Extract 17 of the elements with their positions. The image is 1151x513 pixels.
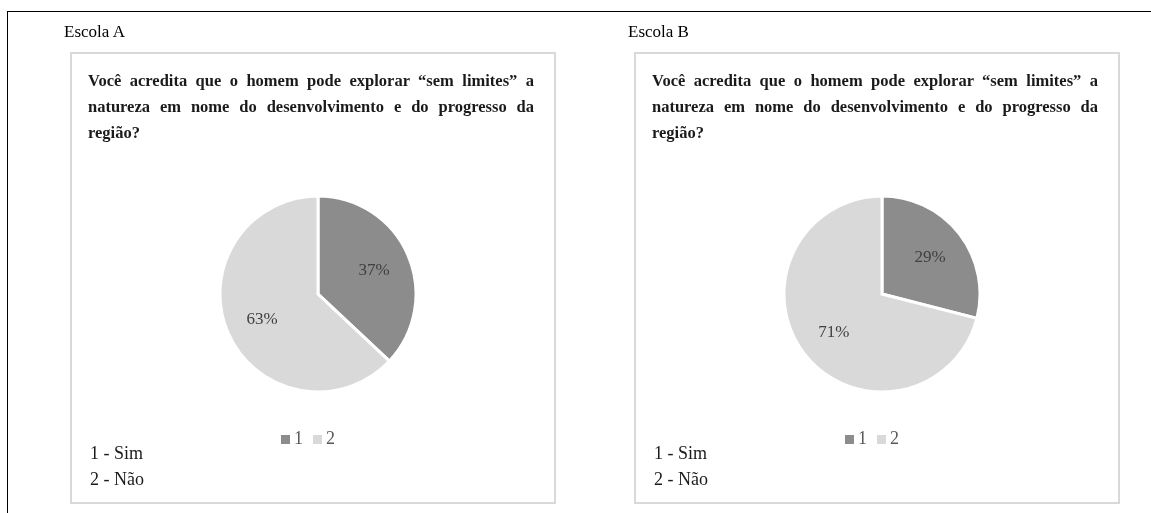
pie-slice bbox=[782, 194, 979, 394]
text: 2 - Não bbox=[654, 468, 708, 491]
data-label: 71% bbox=[818, 321, 850, 341]
chart-subtitle: Você acredita que o homem pode explorar “sem limites” a natureza em nome do desenvolvimento e do progresso da região? bbox=[652, 70, 1098, 144]
text: 1 - Sim bbox=[654, 442, 708, 465]
chart-title: Escola A bbox=[64, 22, 125, 42]
legend-label: 1 bbox=[294, 428, 303, 448]
data-label: 63% bbox=[246, 308, 278, 328]
data-label: 37% bbox=[358, 260, 390, 280]
chart-title: Escola B bbox=[628, 22, 689, 42]
text: 2 - Não bbox=[90, 468, 144, 491]
text: 1 - Sim bbox=[90, 442, 144, 465]
legend-label: 2 bbox=[890, 428, 899, 448]
data-label: 29% bbox=[914, 247, 946, 267]
legend-label: 2 bbox=[326, 428, 335, 448]
legend-label: 1 bbox=[858, 428, 867, 448]
chart-subtitle: Você acredita que o homem pode explorar “sem limites” a natureza em nome do desenvolvimento e do progresso da região? bbox=[88, 70, 534, 144]
